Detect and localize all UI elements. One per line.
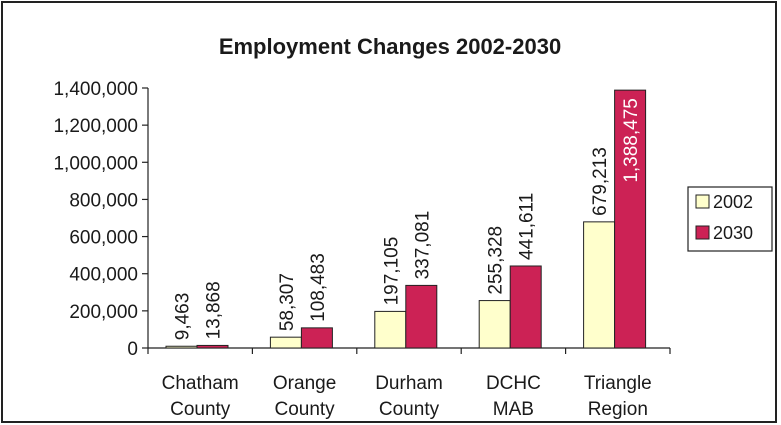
- y-tick-label: 0: [127, 339, 138, 360]
- data-label: 13,868: [204, 281, 225, 339]
- legend-label-2030: 2030: [713, 223, 753, 243]
- bar-2002-4: [583, 221, 616, 349]
- y-tick-label: 800,000: [69, 190, 138, 211]
- x-tick-label: Orange: [273, 373, 336, 394]
- bar-2030-1: [300, 327, 333, 349]
- bar-2030-0: [196, 344, 229, 349]
- y-tick-label: 400,000: [69, 265, 138, 286]
- legend-label-2002: 2002: [713, 192, 753, 212]
- x-tick-label: Durham: [375, 373, 443, 394]
- bar-2002-3: [478, 300, 511, 349]
- y-axis: 0 200,000 400,000 600,000 800,000 1,000,000 1,…: [53, 79, 149, 360]
- x-tick-label: County: [170, 399, 231, 420]
- y-tick-label: 1,200,000: [53, 116, 138, 137]
- legend-swatch-2030: [695, 225, 710, 240]
- legend-swatch-2002: [695, 194, 710, 209]
- data-label: 255,328: [486, 226, 507, 295]
- x-tick-labels: Chatham County Orange County Durham County DCH…: [162, 373, 652, 420]
- y-tick-label: 1,000,000: [53, 153, 138, 174]
- data-label: 197,105: [381, 237, 402, 306]
- data-label: 108,483: [308, 253, 329, 322]
- x-tick-label: Chatham: [162, 373, 239, 394]
- y-tick-label: 1,400,000: [53, 79, 138, 100]
- data-label: 441,611: [517, 193, 538, 260]
- bars: [165, 89, 647, 349]
- data-label: 679,213: [590, 147, 611, 216]
- bar-2002-1: [269, 336, 302, 349]
- bar-2030-3: [509, 265, 542, 349]
- y-tick-label: 200,000: [69, 302, 138, 323]
- data-label: 1,388,475: [621, 98, 642, 183]
- x-tick-label: County: [379, 399, 440, 420]
- data-label: 9,463: [173, 293, 194, 341]
- y-tick-label: 600,000: [69, 228, 138, 249]
- data-label: 337,081: [412, 211, 433, 280]
- bar-2030-4: [614, 89, 647, 349]
- bar-labels: 9,463 58,307 197,105 255,328 679,213 13,868 10…: [173, 98, 643, 340]
- bar-2002-0: [165, 345, 198, 349]
- x-tick-label: County: [274, 399, 335, 420]
- x-tick-label: MAB: [493, 399, 534, 420]
- chart-title: Employment Changes 2002-2030: [219, 34, 561, 59]
- x-tick-label: Triangle: [584, 373, 652, 394]
- x-tick-label: DCHC: [486, 373, 541, 394]
- data-label: 58,307: [277, 273, 298, 331]
- legend: 2002 2030: [687, 186, 773, 252]
- bar-2002-2: [374, 310, 407, 349]
- x-tick-label: Region: [588, 399, 648, 420]
- bar-2030-2: [405, 284, 438, 349]
